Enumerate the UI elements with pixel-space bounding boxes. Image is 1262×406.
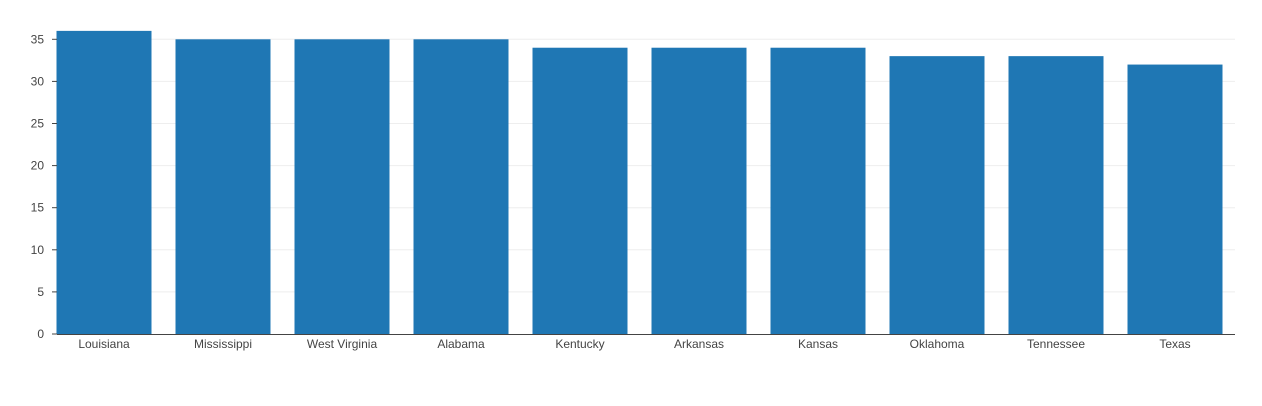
y-tick-label: 15: [31, 201, 45, 215]
bar: [413, 39, 509, 335]
x-tick-label: Tennessee: [1027, 337, 1085, 351]
x-tick-label: Arkansas: [674, 337, 724, 351]
bar: [651, 47, 747, 334]
y-tick-label: 5: [37, 285, 44, 299]
bar: [1008, 56, 1104, 334]
bar: [294, 39, 390, 335]
bar: [770, 47, 866, 334]
y-tick-label: 20: [31, 159, 45, 173]
x-tick-label: Kentucky: [555, 337, 604, 351]
x-tick-label: Alabama: [437, 337, 485, 351]
x-tick-label: Texas: [1159, 337, 1190, 351]
bar: [532, 47, 628, 334]
y-tick-label: 25: [31, 117, 45, 131]
x-tick-labels: Louisiana Mississippi West Virginia Alabama…: [78, 337, 1190, 351]
y-tick-label: 0: [37, 327, 44, 341]
y-tick-label: 30: [31, 74, 45, 88]
axes: [52, 38, 1235, 335]
y-tick-label: 35: [31, 32, 45, 46]
x-tick-label: Oklahoma: [910, 337, 965, 351]
x-tick-label: Mississippi: [194, 337, 252, 351]
bar: [889, 56, 985, 334]
x-tick-label: Louisiana: [78, 337, 130, 351]
x-tick-label: Kansas: [798, 337, 838, 351]
bar: [1127, 64, 1223, 334]
bar: [175, 39, 271, 335]
x-tick-label: West Virginia: [307, 337, 378, 351]
bar: [56, 30, 152, 334]
y-tick-labels: 0 5 10 15 20 25 30 35: [31, 32, 45, 341]
y-tick-label: 10: [31, 243, 45, 257]
bars: [56, 30, 1223, 335]
